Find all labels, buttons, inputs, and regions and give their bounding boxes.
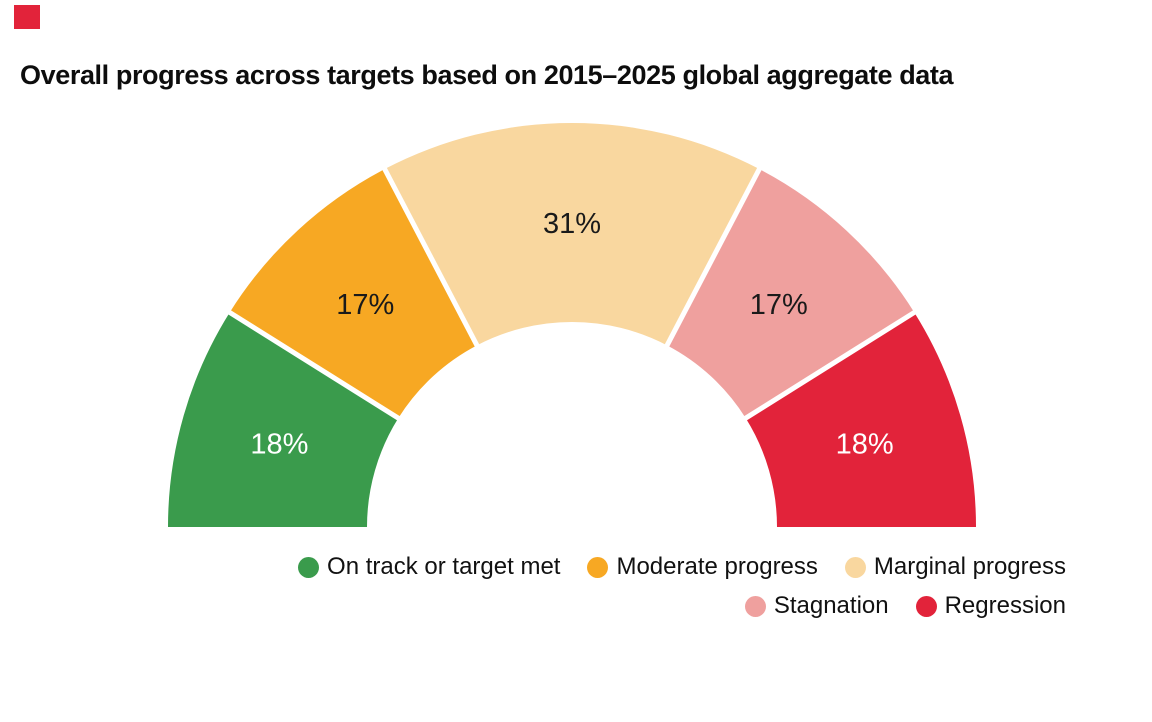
red-square-marker bbox=[14, 5, 40, 29]
segment-label: 17% bbox=[750, 289, 808, 321]
legend-item-moderate-progress: Moderate progress bbox=[587, 553, 818, 581]
chart-segment-2 bbox=[384, 123, 760, 346]
chart-segment-0 bbox=[168, 312, 399, 527]
segment-separator bbox=[380, 164, 482, 351]
legend-item-label: Stagnation bbox=[773, 592, 889, 619]
legend-item-stagnation: Stagnation bbox=[744, 592, 889, 620]
segment-label: 31% bbox=[543, 208, 601, 240]
legend-item-marginal-progress: Marginal progress bbox=[844, 553, 1066, 581]
legend-row-2: Stagnation Regression bbox=[744, 592, 1066, 620]
legend-item-label: On track or target met bbox=[327, 553, 561, 580]
legend-swatch-icon bbox=[844, 556, 866, 578]
segment-separator bbox=[224, 308, 404, 423]
segment-label: 18% bbox=[250, 428, 308, 460]
legend-item-label: Moderate progress bbox=[616, 553, 818, 580]
legend-swatch-icon bbox=[587, 556, 609, 578]
legend-item-regression: Regression bbox=[915, 592, 1066, 620]
legend-swatch-icon bbox=[744, 595, 766, 617]
legend-item-label: Regression bbox=[944, 592, 1066, 619]
legend-row-1: On track or target met Moderate progress… bbox=[298, 553, 1066, 581]
legend-swatch-icon bbox=[298, 556, 320, 578]
segment-label: 18% bbox=[836, 428, 894, 460]
segment-separator bbox=[662, 164, 764, 351]
segment-separator bbox=[740, 308, 920, 423]
segment-label: 17% bbox=[336, 289, 394, 321]
legend-swatch-icon bbox=[915, 595, 937, 617]
chart-segment-4 bbox=[745, 312, 976, 527]
legend-item-label: Marginal progress bbox=[873, 553, 1066, 580]
chart-legend: On track or target met Moderate progress… bbox=[298, 553, 1066, 620]
page-title: Overall progress across targets based on… bbox=[20, 60, 954, 90]
legend-item-on-track: On track or target met bbox=[298, 553, 560, 581]
